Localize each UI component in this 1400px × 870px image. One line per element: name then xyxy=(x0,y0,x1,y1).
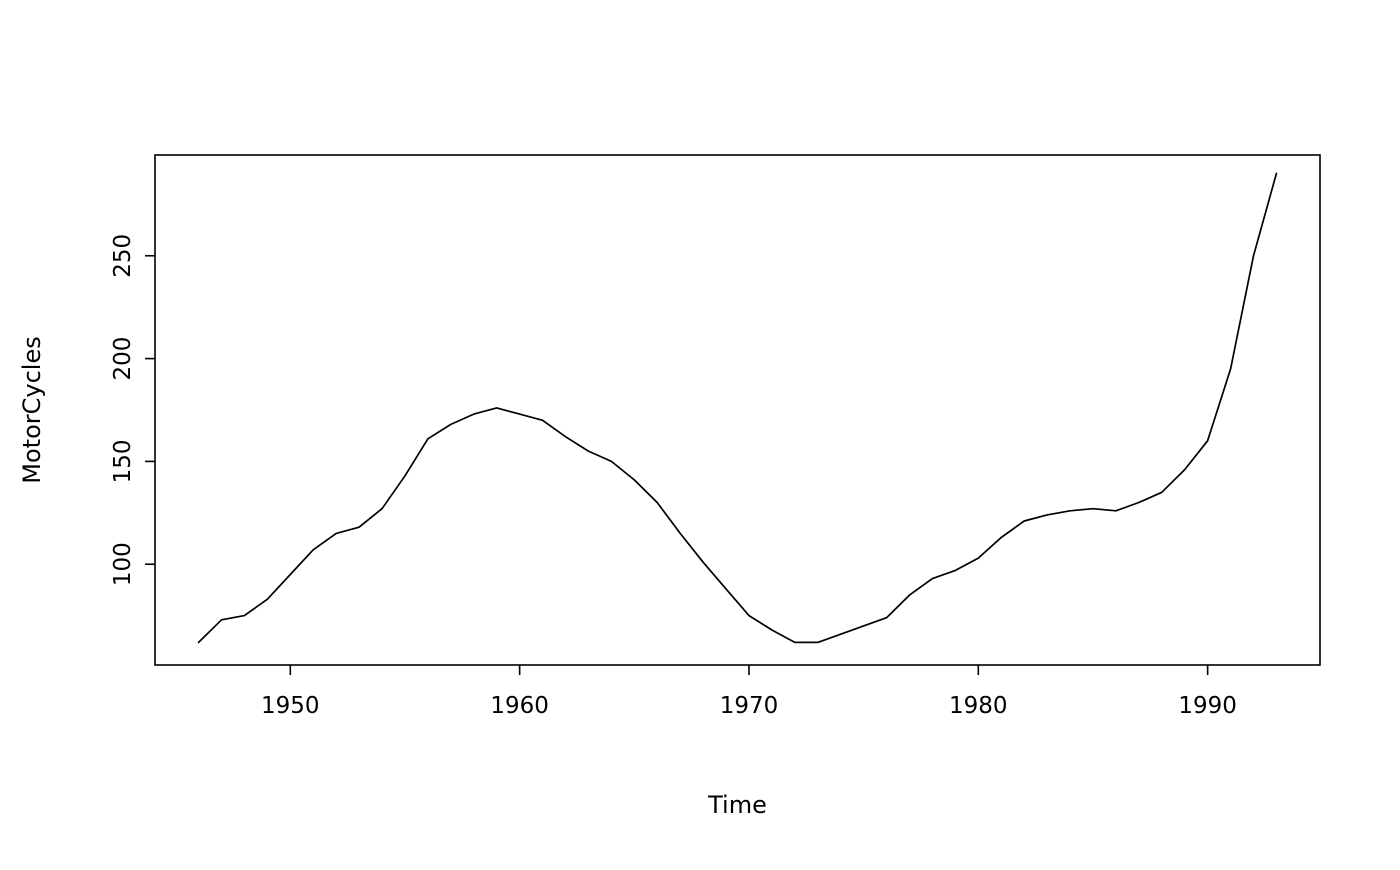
series-line xyxy=(197,172,1278,644)
y-tick-label: 200 xyxy=(110,337,136,381)
x-tick-label: 1970 xyxy=(720,693,779,719)
y-tick-label: 100 xyxy=(110,542,136,586)
y-tick-label: 250 xyxy=(110,234,136,278)
x-tick-label: 1960 xyxy=(490,693,549,719)
y-tick-label: 150 xyxy=(110,439,136,483)
x-tick-label: 1950 xyxy=(261,693,320,719)
y-axis-title: MotorCycles xyxy=(18,336,46,483)
x-axis-title: Time xyxy=(707,791,767,819)
plot-border xyxy=(154,154,1321,666)
x-tick-label: 1980 xyxy=(949,693,1008,719)
x-tick-label: 1990 xyxy=(1178,693,1237,719)
